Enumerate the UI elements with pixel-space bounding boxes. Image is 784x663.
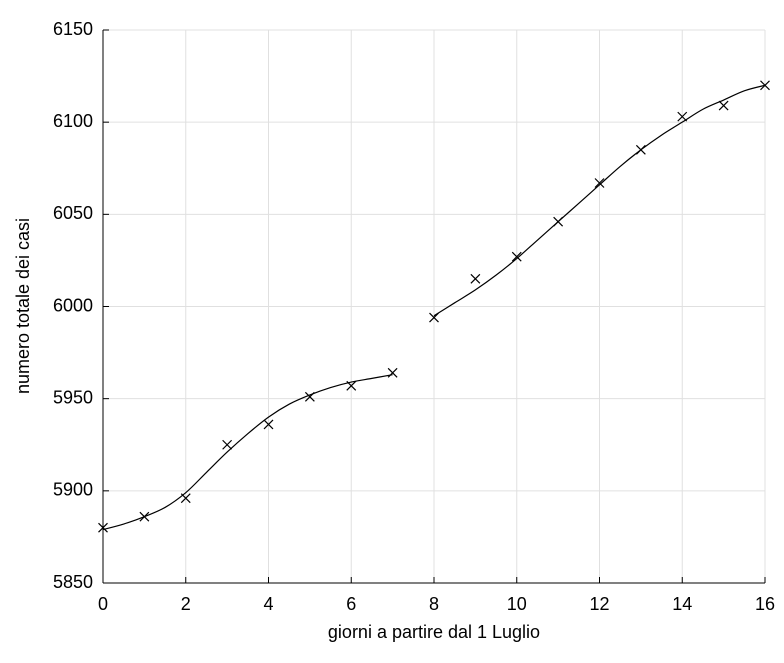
x-tick-label: 8 (429, 594, 439, 614)
y-axis-label: numero totale dei casi (13, 218, 33, 394)
x-tick-label: 2 (181, 594, 191, 614)
fit-curve (102, 374, 393, 531)
y-tick-label: 6050 (53, 203, 93, 223)
data-point (718, 100, 729, 111)
y-tick-label: 5900 (53, 480, 93, 500)
data-point (263, 419, 274, 430)
x-tick-label: 12 (589, 594, 609, 614)
x-tick-label: 0 (98, 594, 108, 614)
data-point (511, 251, 522, 262)
data-point (429, 312, 439, 323)
y-tick-label: 6000 (53, 295, 93, 315)
x-tick-label: 10 (507, 594, 527, 614)
y-tick-label: 5950 (53, 387, 93, 407)
data-point (594, 178, 605, 188)
y-tick-label: 6100 (53, 111, 93, 131)
x-tick-label: 4 (263, 594, 273, 614)
data-point (387, 367, 398, 378)
y-tick-label: 5850 (53, 572, 93, 592)
x-tick-label: 14 (672, 594, 692, 614)
y-tick-label: 6150 (53, 19, 93, 39)
x-axis-label: giorni a partire dal 1 Luglio (328, 622, 540, 642)
data-point (222, 439, 233, 450)
x-tick-label: 6 (346, 594, 356, 614)
data-point (98, 522, 108, 533)
fit-curve (433, 84, 766, 317)
x-tick-label: 16 (755, 594, 775, 614)
data-point (470, 273, 481, 284)
